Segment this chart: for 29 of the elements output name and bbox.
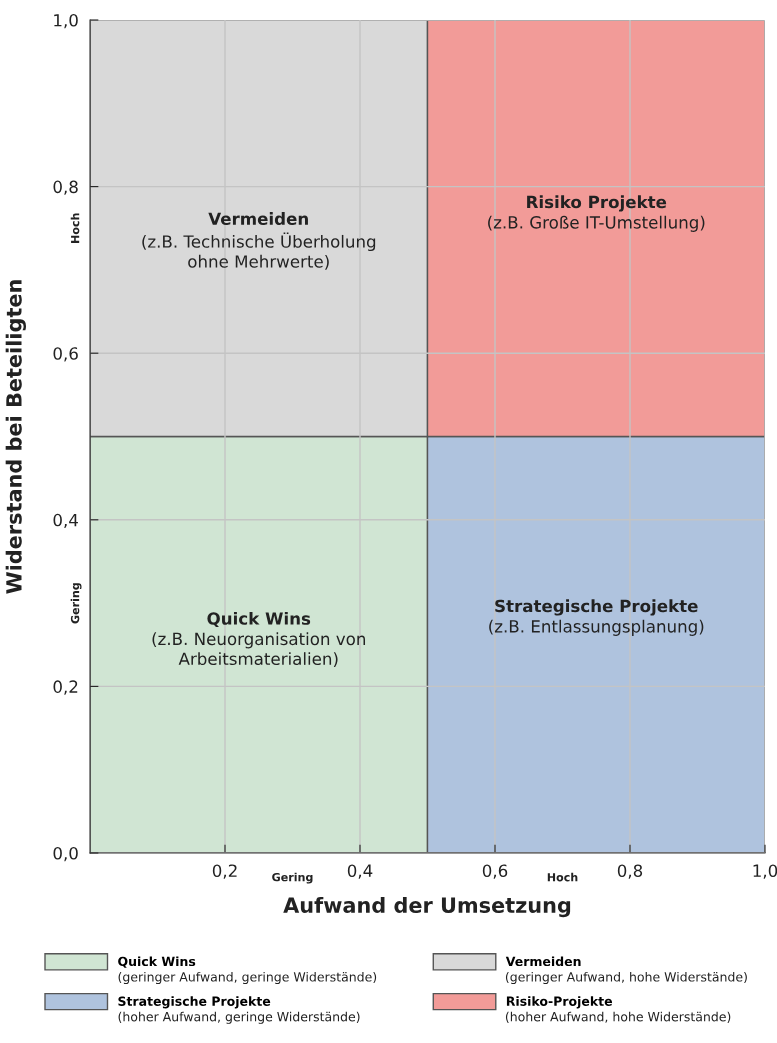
text: (hoher Aufwand, geringe Widerstände): [118, 1011, 360, 1024]
y-tick-label: 0,2: [53, 680, 78, 695]
legend-label: Vermeiden: [505, 956, 581, 967]
legend-label: Strategische Projekte: [118, 996, 271, 1009]
legend-label: Quick Wins: [118, 956, 196, 968]
legend-label: Risiko-Projekte: [506, 996, 613, 1009]
annotation: Quick Wins (z.B. Neuorganisation von Arbeitsmaterialien): [152, 611, 366, 668]
text: Hoch: [547, 872, 578, 882]
x-tick-label: 0,4: [347, 864, 373, 879]
y-tick-label: 0,4: [53, 513, 78, 529]
annotation: Strategische Projekte (z.B. Entlassungsplanung): [489, 599, 704, 636]
text: (geringer Aufwand, geringe Widerstände): [118, 971, 377, 985]
y-tick-label: 0,0: [53, 846, 78, 862]
y-tick-label: 1,0: [54, 13, 78, 29]
x-tick-label: 0,6: [482, 864, 508, 879]
y-axis-title: Widerstand bei Beteiligten: [5, 280, 26, 594]
text: Hoch: [70, 213, 80, 243]
text: Gering: [272, 872, 313, 884]
annotation: Risiko Projekte (z.B. Große IT-Umstellung): [488, 195, 705, 232]
x-tick-label: 0,2: [212, 864, 237, 879]
annotation: Vermeiden (z.B. Technische Überholung ohne Mehrwerte): [142, 212, 376, 270]
text: Gering: [70, 583, 82, 624]
y-tick-label: 0,6: [53, 347, 78, 362]
y-tick-label: 0,8: [53, 180, 78, 195]
text: (geringer Aufwand, hohe Widerstände): [505, 971, 747, 985]
x-tick-label: 0,8: [617, 864, 643, 879]
text: (hoher Aufwand, hohe Widerstände): [505, 1011, 731, 1023]
x-axis-title: Aufwand der Umsetzung: [283, 896, 571, 918]
x-tick-label: 1,0: [753, 864, 777, 879]
